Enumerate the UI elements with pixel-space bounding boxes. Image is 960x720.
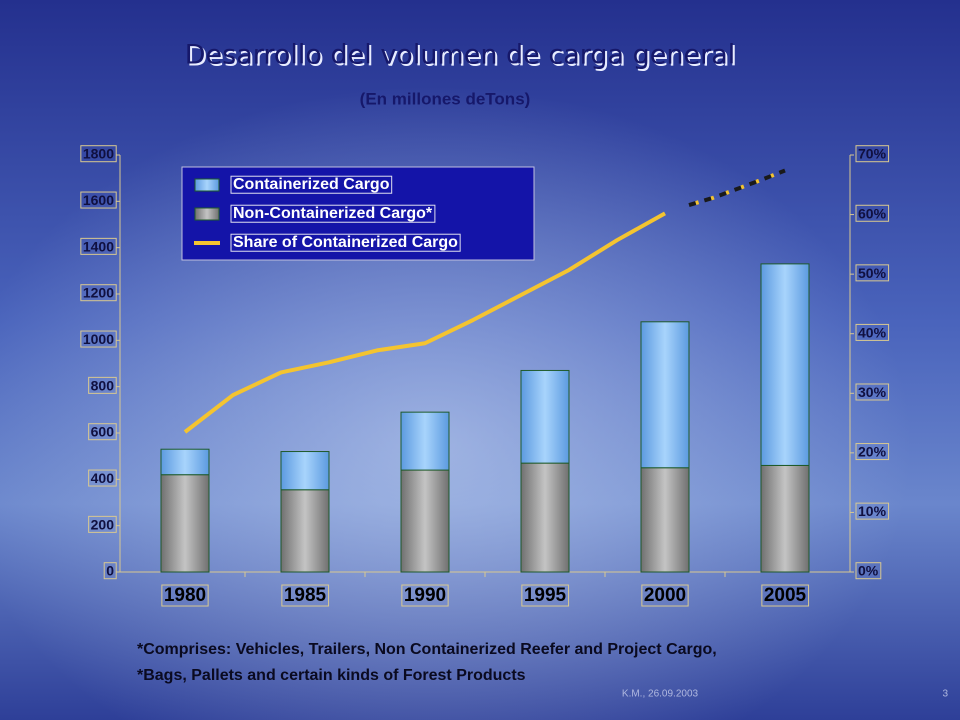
- tick-label-box: [855, 323, 890, 341]
- plot: 0 200 400 600 800 1000 1200 1400 1600 1800 0% 10% 20…: [80, 145, 890, 607]
- legend-label-box: [230, 175, 393, 194]
- title-shadow: Desarrollo del volumen de carga general: [187, 42, 738, 73]
- y2-tick-label: 40%: [858, 324, 887, 340]
- tick-label-box: [855, 204, 890, 222]
- tick-label-box: [80, 284, 117, 302]
- y-tick-label: 600: [91, 424, 115, 440]
- legend-label: Share of Containerized Cargo: [233, 234, 458, 251]
- tick-label-box: [281, 584, 330, 607]
- bar: [280, 489, 330, 573]
- x-tick-label: 1990: [404, 585, 446, 606]
- bar: [160, 474, 210, 573]
- y-tick-label: 800: [91, 377, 115, 393]
- line: [183, 211, 666, 434]
- tick-label-box: [103, 562, 117, 580]
- y-tick-label: 1600: [83, 192, 114, 208]
- tick-label-box: [855, 145, 890, 163]
- y2-tick-label: 50%: [858, 265, 887, 281]
- y2-tick-label: 10%: [858, 503, 887, 519]
- tick-label-box: [80, 330, 117, 348]
- y2-tick-label: 70%: [858, 146, 887, 162]
- y-tick-label: 1800: [83, 146, 114, 162]
- y2-tick-label: 30%: [858, 384, 887, 400]
- chart-subtitle: (En millones deTons): [360, 89, 531, 108]
- y-tick-label: 1000: [83, 331, 114, 347]
- y-tick-label: 400: [91, 470, 115, 486]
- tick-label-box: [161, 584, 209, 607]
- bar: [760, 263, 810, 466]
- legend-swatch: [194, 178, 220, 192]
- tick-label-box: [88, 515, 117, 533]
- y2-tick-label: 60%: [858, 205, 887, 221]
- y-tick-label: 1400: [83, 238, 114, 254]
- y2-tick-label: 20%: [858, 444, 887, 460]
- tick-label-box: [80, 145, 117, 163]
- tick-label-box: [855, 502, 890, 520]
- bar: [400, 411, 450, 471]
- legend-swatch: [194, 207, 220, 221]
- tick-label-box: [761, 584, 810, 607]
- tick-label-box: [855, 383, 890, 401]
- tick-label-box: [855, 562, 882, 580]
- footer: K.M., 26.09.2003: [622, 689, 699, 700]
- bar: [640, 467, 690, 573]
- tick-label-box: [88, 376, 117, 394]
- tick-label-box: [641, 584, 689, 607]
- x-tick-label: 2000: [644, 585, 686, 606]
- legend: Containerized Cargo Non-Containerized Car…: [181, 166, 535, 261]
- line: [688, 168, 786, 207]
- tick-label-box: [80, 191, 117, 209]
- y-tick-label: 1200: [83, 285, 114, 301]
- legend-label: Containerized Cargo: [233, 176, 390, 193]
- bar: [760, 464, 810, 573]
- y-tick-label: 0: [106, 563, 114, 579]
- tick-label-box: [855, 443, 890, 461]
- chart-title: Desarrollo del volumen de carga general: [185, 40, 736, 71]
- bar: [520, 369, 570, 464]
- tick-label-box: [521, 584, 570, 607]
- bar: [520, 462, 570, 573]
- x-tick-label: 1985: [284, 585, 327, 606]
- note: *Comprises: Vehicles, Trailers, Non Cont…: [137, 641, 717, 658]
- note: *Bags, Pallets and certain kinds of Fore…: [137, 667, 526, 684]
- tick-label-box: [88, 469, 117, 487]
- legend-box: [181, 166, 535, 261]
- bar: [160, 448, 210, 476]
- x-tick-label: 2005: [764, 585, 807, 606]
- y2-tick-label: 0%: [858, 563, 879, 579]
- tick-label-box: [855, 264, 890, 282]
- legend-label-box: [230, 204, 436, 223]
- bar: [280, 451, 330, 491]
- y-tick-label: 200: [91, 516, 115, 532]
- tick-label-box: [88, 423, 117, 441]
- legend-label: Non-Containerized Cargo*: [233, 205, 433, 222]
- tick-label-box: [401, 584, 449, 607]
- bar: [400, 469, 450, 573]
- tick-label-box: [80, 237, 117, 255]
- x-tick-label: 1995: [524, 585, 567, 606]
- legend-label-box: [230, 233, 461, 252]
- bar: [640, 321, 690, 469]
- page-number: 3: [942, 689, 948, 700]
- x-tick-label: 1980: [164, 585, 206, 606]
